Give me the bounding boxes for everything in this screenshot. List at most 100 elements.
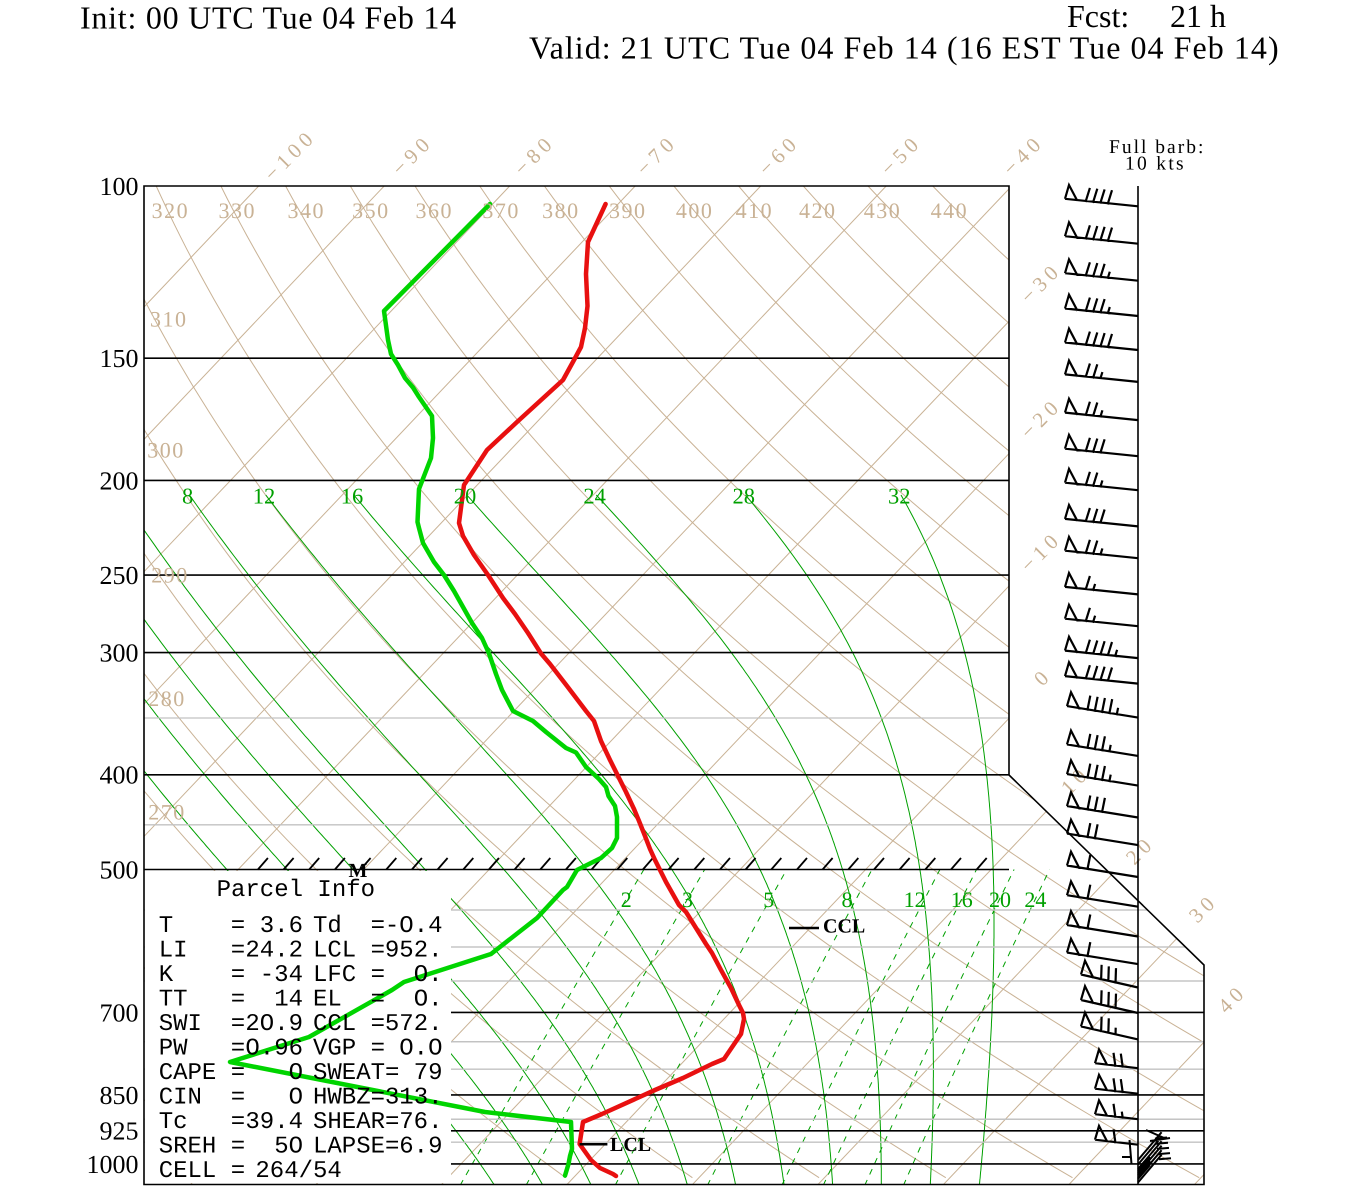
svg-text:8: 8 [182,484,193,509]
svg-text:16: 16 [341,484,364,509]
svg-text:925: 925 [100,1117,139,1146]
svg-text:-O.4: -O.4 [385,913,443,940]
svg-text:LAPSE=: LAPSE= [313,1134,399,1161]
svg-text:CCL: CCL [823,916,865,938]
svg-text:24: 24 [1024,887,1046,912]
svg-text:3: 3 [682,887,693,912]
svg-text:Full barb:: Full barb: [1109,137,1205,158]
svg-text:=: = [231,1158,245,1185]
svg-text:572.: 572. [385,1011,443,1038]
svg-text:952.: 952. [385,938,443,965]
svg-text:SREH: SREH [159,1134,217,1161]
svg-text:O: O [289,1060,303,1087]
svg-text:LCL: LCL [313,938,356,965]
svg-text:VGP: VGP [313,1036,356,1063]
svg-text:430: 430 [864,198,902,223]
svg-text:O.O: O.O [399,1036,442,1063]
svg-text:400: 400 [100,761,139,790]
svg-text:=: = [231,962,245,989]
svg-text:Tc: Tc [159,1109,188,1136]
svg-text:290: 290 [151,562,189,587]
svg-text:10 kts: 10 kts [1125,154,1186,175]
svg-text:12: 12 [253,484,276,509]
svg-text:310: 310 [150,307,188,332]
svg-text:LI: LI [159,938,188,965]
svg-text:2O.9: 2O.9 [245,1011,303,1038]
svg-text:Valid: 21 UTC Tue 04 Feb 14 (1: Valid: 21 UTC Tue 04 Feb 14 (16 EST Tue … [529,30,1280,66]
svg-text:440: 440 [931,198,969,223]
svg-text:=: = [231,1134,245,1161]
svg-text:420: 420 [799,198,837,223]
svg-text:O.: O. [414,987,443,1014]
svg-text:850: 850 [100,1081,139,1110]
svg-text:330: 330 [218,198,256,223]
svg-text:LFC: LFC [313,962,356,989]
svg-text:39.4: 39.4 [245,1109,303,1136]
svg-text:Init: 00 UTC Tue 04 Feb 14: Init: 00 UTC Tue 04 Feb 14 [80,0,457,36]
svg-text:340: 340 [287,198,325,223]
svg-text:CCL: CCL [313,1011,356,1038]
svg-text:=: = [231,913,245,940]
svg-text:300: 300 [147,437,185,462]
svg-text:=: = [371,1036,385,1063]
svg-text:M: M [349,860,368,882]
svg-text:=: = [231,1109,245,1136]
svg-text:=: = [231,987,245,1014]
svg-text:380: 380 [542,198,580,223]
svg-text:300: 300 [100,638,139,667]
svg-text:CIN: CIN [159,1085,202,1112]
svg-text:SHEAR=: SHEAR= [313,1109,399,1136]
svg-text:LCL: LCL [610,1134,651,1156]
svg-text:Parcel Info: Parcel Info [217,877,375,904]
svg-text:20: 20 [989,887,1011,912]
svg-text:200: 200 [100,466,139,495]
svg-text:700: 700 [100,998,139,1027]
svg-text:2: 2 [621,887,632,912]
svg-text:16: 16 [951,887,973,912]
svg-text:=: = [231,1060,245,1087]
svg-text:K: K [159,962,174,989]
svg-text:=: = [371,962,385,989]
svg-text:TT: TT [159,987,188,1014]
svg-text:250: 250 [100,561,139,590]
svg-text:20: 20 [454,484,477,509]
svg-text:PW: PW [159,1036,188,1063]
svg-text:270: 270 [148,799,186,824]
svg-text:CAPE: CAPE [159,1060,217,1087]
svg-text:32: 32 [888,484,911,509]
svg-text:Td: Td [313,913,342,940]
svg-text:390: 390 [609,198,647,223]
svg-text:5: 5 [763,887,774,912]
svg-text:=: = [371,1011,385,1038]
svg-text:500: 500 [100,855,139,884]
svg-text:24.2: 24.2 [245,938,303,965]
svg-text:150: 150 [100,344,139,373]
svg-text:O: O [289,1085,303,1112]
svg-text:O.96: O.96 [245,1036,303,1063]
svg-text:21 h: 21 h [1170,0,1226,34]
svg-text:100: 100 [100,172,139,201]
svg-text:350: 350 [352,198,390,223]
svg-text:14: 14 [274,987,303,1014]
svg-text:CELL: CELL [159,1158,217,1185]
svg-text:5O: 5O [274,1134,303,1161]
svg-text:400: 400 [676,198,714,223]
svg-text:410: 410 [736,198,774,223]
svg-text:3.6: 3.6 [260,913,303,940]
svg-text:O.: O. [414,962,443,989]
svg-text:=: = [371,938,385,965]
svg-text:=: = [371,987,385,1014]
svg-text:SWEAT=: SWEAT= [313,1060,399,1087]
svg-text:-34: -34 [260,962,303,989]
svg-text:280: 280 [148,686,186,711]
svg-text:28: 28 [733,484,756,509]
svg-text:=: = [231,1085,245,1112]
svg-text:320: 320 [152,198,190,223]
svg-text:=: = [231,1036,245,1063]
svg-text:1000: 1000 [87,1150,139,1179]
svg-text:=: = [371,913,385,940]
svg-text:EL: EL [313,987,342,1014]
svg-text:Fcst:: Fcst: [1067,0,1129,34]
svg-text:76.: 76. [399,1109,442,1136]
svg-text:360: 360 [416,198,454,223]
